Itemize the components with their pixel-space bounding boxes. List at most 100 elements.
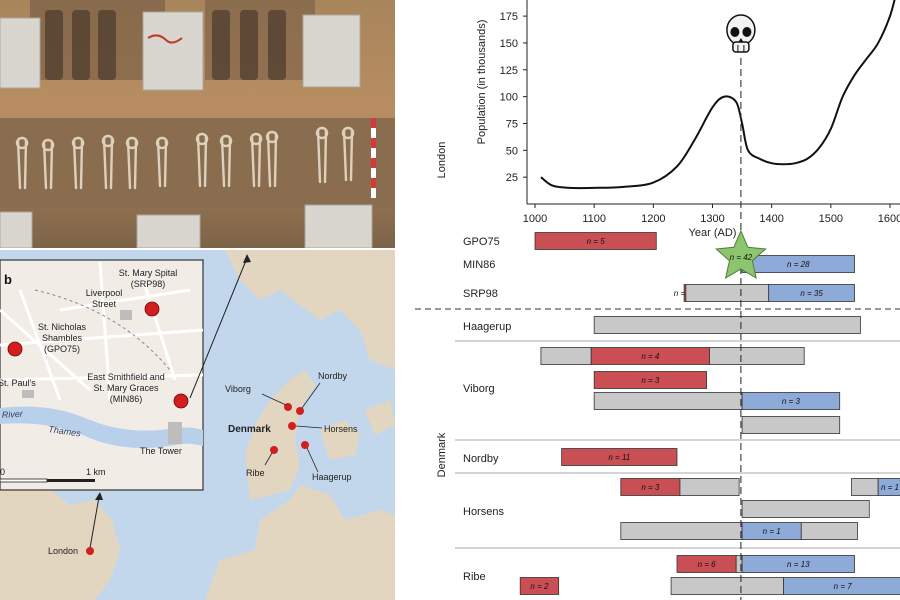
panel-label-b: b (4, 272, 12, 287)
population-axes: 25 50 75 100 125 150 175 1000 1100 1200 1300 1400 15… (436, 0, 900, 239)
group-name-horsens: Horsens (463, 506, 504, 518)
y-tick-label: 175 (500, 11, 518, 23)
excavation-photo (0, 0, 395, 248)
site-label-st-pauls: St. Paul's (0, 378, 36, 388)
skull-eye-right (742, 27, 752, 37)
label-line: Shambles (42, 333, 83, 343)
x-tick-label: 1600 (878, 213, 900, 225)
scale-bar: 0 1 km (0, 467, 106, 483)
label-line: The Tower (140, 446, 182, 456)
river-label: River (1, 408, 24, 420)
timeline-bar-grey (685, 284, 770, 302)
star-marker-icon (714, 229, 767, 280)
y-tick-label: 75 (506, 118, 518, 130)
timeline-bar-grey (741, 416, 841, 434)
danish-site-viborg: Viborg (225, 384, 251, 394)
site-label-liverpool-street: Liverpool Street (86, 288, 123, 309)
site-name-gpo75: GPO75 (463, 236, 500, 248)
scale-end-label: 1 km (86, 467, 106, 477)
danish-site-ribe: Ribe (246, 468, 265, 478)
timeline-bar-red (534, 232, 657, 250)
population-line (540, 0, 896, 190)
y-tick-label: 150 (500, 38, 518, 50)
skull-jaw (732, 41, 750, 53)
timeline-bar-grey (741, 500, 870, 518)
label-line: St. Paul's (0, 378, 36, 388)
skull-icon (726, 14, 756, 53)
timeline-bar-blue (783, 577, 900, 595)
danish-site-nordby: Nordby (318, 371, 348, 381)
scale-start-label: 0 (0, 467, 5, 477)
timeline-bar-grey (593, 392, 743, 410)
y-tick-label: 100 (500, 92, 518, 104)
label-line: Street (92, 299, 117, 309)
denmark-label: Denmark (228, 424, 271, 435)
thames-label: Thames (48, 424, 82, 438)
y-axis-label: Population (in thousands) (476, 20, 488, 145)
site-label-the-tower: The Tower (140, 446, 182, 456)
label-line: (MIN86) (110, 394, 143, 404)
y-tick-label: 125 (500, 65, 518, 77)
timeline-bar-label: n = 13 (787, 560, 810, 569)
timeline-bar-grey (851, 478, 879, 496)
timeline-bar-label: n = 35 (800, 289, 823, 298)
timeline-bar-grey (593, 316, 861, 334)
x-tick-label: 1400 (759, 213, 783, 225)
group-name-viborg: Viborg (463, 383, 495, 395)
x-tick-label: 1000 (523, 213, 547, 225)
x-tick-label: 1100 (582, 213, 606, 225)
danish-site-haagerup: Haagerup (312, 472, 352, 482)
timeline-bar-grey (540, 347, 592, 365)
group-name-ribe: Ribe (463, 571, 486, 583)
population-timeline-chart: 25 50 75 100 125 150 175 1000 1100 1200 1300 1400 15… (415, 0, 900, 600)
timeline-layer: GPO75 n = 5 MIN86 n = 28 SRP98 n = 33 n = 35 Ha… (415, 232, 900, 595)
group-name-nordby: Nordby (463, 453, 499, 465)
danish-site-horsens: Horsens (324, 424, 358, 434)
y-tick-label: 50 (506, 145, 518, 157)
label-line: St. Nicholas (38, 322, 87, 332)
timeline-bar-red (593, 371, 707, 389)
label-line: (SRP98) (131, 279, 166, 289)
timeline-bar-grey (670, 577, 784, 595)
site-name-min86: MIN86 (463, 259, 495, 271)
group-name-haagerup: Haagerup (463, 321, 511, 333)
site-label-srp98: St. Mary Spital (SRP98) (119, 268, 178, 289)
timeline-bar-blue (768, 284, 855, 302)
label-line: St. Mary Graces (93, 383, 159, 393)
timeline-bar-label: n = 6 (698, 560, 717, 569)
label-line: St. Mary Spital (119, 268, 178, 278)
timeline-bar-label: n = 3 (782, 397, 801, 406)
timeline-bar-blue (741, 555, 855, 573)
timeline-bar-label: n = 3 (641, 483, 660, 492)
x-tick-label: 1200 (641, 213, 665, 225)
timeline-bar-label: n = 1 (763, 527, 781, 536)
timeline-bar-red (519, 577, 560, 595)
skull-eye-left (730, 27, 740, 37)
timeline-bar-red (561, 448, 678, 466)
timeline-bar-blue (877, 478, 900, 496)
label-line: (GPO75) (44, 344, 80, 354)
timeline-bar-grey (800, 522, 858, 540)
label-line: East Smithfield and (87, 372, 165, 382)
timeline-bar-grey (620, 522, 743, 540)
timeline-bar-blue (741, 392, 841, 410)
london-label: London (48, 546, 78, 556)
site-name-srp98: SRP98 (463, 288, 498, 300)
star-label: n = 42 (730, 253, 753, 262)
site-label-min86: East Smithfield and St. Mary Graces (MIN86… (87, 372, 165, 404)
x-tick-label: 1500 (819, 213, 843, 225)
timeline-bar-label: n = 7 (834, 582, 853, 591)
timeline-bar-label: n = 4 (641, 352, 660, 361)
timeline-bar-label: n = 5 (587, 237, 606, 246)
timeline-bar-label: n = 3 (641, 376, 660, 385)
timeline-bar-grey (709, 347, 805, 365)
skull-nose (738, 38, 744, 42)
label-line: Liverpool (86, 288, 123, 298)
region-label-denmark: Denmark (436, 432, 448, 477)
site-label-gpo75: St. Nicholas Shambles (GPO75) (38, 322, 87, 354)
region-label-london: London (436, 142, 448, 179)
overlay-layer: n = 42 (714, 14, 767, 600)
site-map-panel: b St. Mary Spital (SRP98) Liverpool Street… (0, 250, 395, 600)
population-curve-layer (540, 0, 896, 190)
timeline-bar-label: n = 11 (608, 453, 630, 462)
